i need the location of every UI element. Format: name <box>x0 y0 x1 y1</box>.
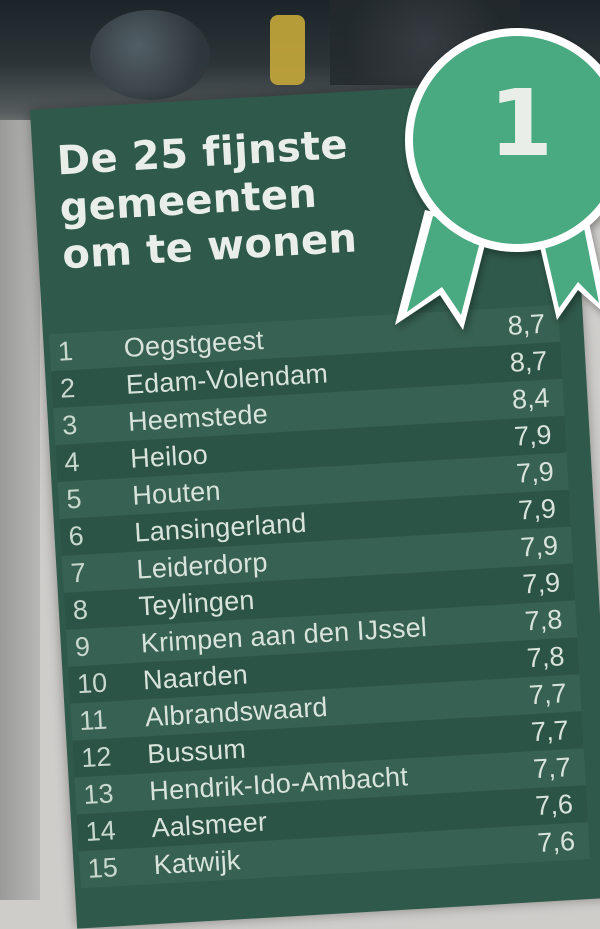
score-value: 7,7 <box>532 751 572 785</box>
rank-number: 13 <box>82 778 115 811</box>
rank-number: 15 <box>86 852 119 884</box>
score-value: 7,6 <box>536 825 576 858</box>
score-value: 7,8 <box>523 604 564 637</box>
score-value: 7,6 <box>534 788 574 822</box>
rank-number: 5 <box>65 483 83 515</box>
rank-number: 1 <box>57 335 74 367</box>
score-value: 7,7 <box>528 678 568 711</box>
photo-shape-person <box>90 10 210 100</box>
rank-number: 11 <box>78 704 109 737</box>
score-value: 7,7 <box>530 715 570 748</box>
rank-number: 8 <box>72 594 89 626</box>
panel-title: De 25 fijnste gemeenten om te wonen <box>56 120 394 280</box>
score-value: 7,9 <box>513 419 553 452</box>
rank-number: 2 <box>59 372 76 404</box>
rank-number: 14 <box>84 815 117 847</box>
score-value: 7,9 <box>519 530 559 563</box>
rank-number: 6 <box>67 520 85 552</box>
paper-left-edge <box>0 120 40 900</box>
score-value: 7,9 <box>517 493 557 526</box>
score-value: 8,7 <box>508 345 549 378</box>
rank-number: 4 <box>63 446 81 478</box>
score-value: 7,9 <box>521 567 561 600</box>
rank-number: 3 <box>61 409 79 441</box>
badge-number: 1 <box>488 70 553 177</box>
ranking-list: 1 Oegstgeest 8,7 2 Edam-Volendam 8,7 3 H… <box>48 304 591 889</box>
score-value: 7,9 <box>515 456 555 489</box>
ribbon-tail-left <box>407 216 483 315</box>
rank-number: 7 <box>69 557 87 589</box>
photo-shape-yellow-object <box>270 15 305 85</box>
medal-face <box>413 36 600 244</box>
rosette-icon <box>395 28 600 330</box>
rank-number: 12 <box>80 741 113 774</box>
rosette-badge: 1 <box>385 20 600 350</box>
score-value: 7,8 <box>525 641 566 674</box>
rank-number: 9 <box>74 631 91 663</box>
score-value: 8,4 <box>511 382 551 415</box>
rank-number: 10 <box>76 667 108 700</box>
